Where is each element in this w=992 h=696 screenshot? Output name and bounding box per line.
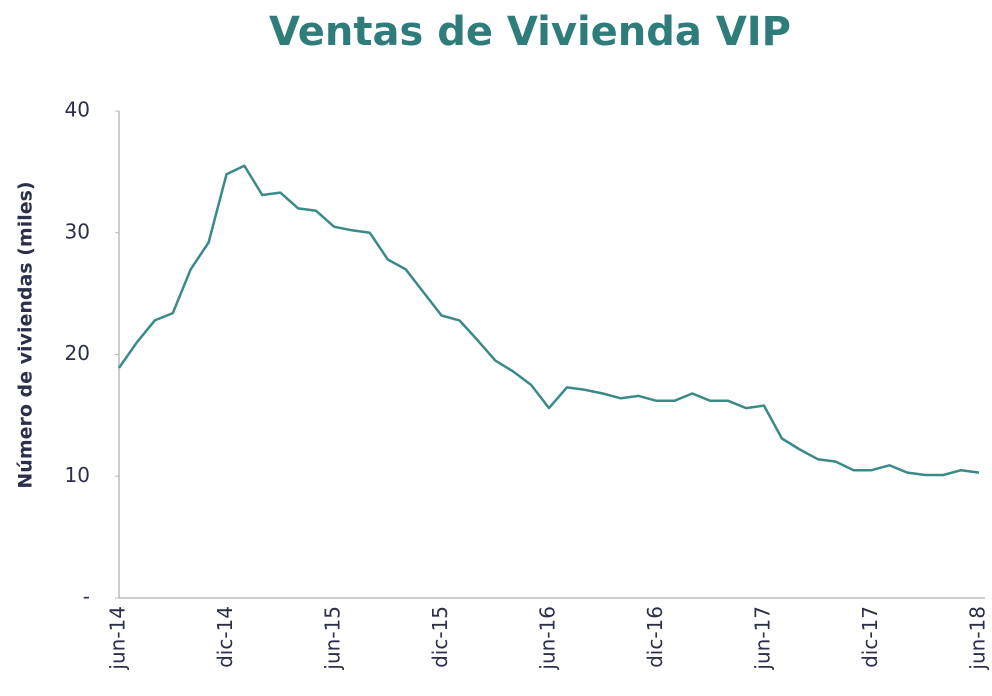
data-line (117, 164, 980, 477)
x-tick-label: dic-14 (213, 606, 237, 668)
x-tick-label: dic-16 (643, 606, 667, 668)
chart-title: Ventas de Vivienda VIP (269, 9, 791, 55)
x-tick-label: jun-16 (536, 606, 560, 671)
x-tick-label: dic-17 (858, 606, 882, 668)
x-tick-label: jun-15 (321, 606, 345, 671)
y-tick-label: - (83, 585, 90, 609)
x-tick-label: dic-15 (428, 606, 452, 668)
y-tick-label: 30 (65, 219, 90, 243)
y-tick-label: 10 (65, 463, 90, 487)
y-tick-label: 20 (65, 341, 90, 365)
y-tick-label: 40 (65, 98, 90, 122)
x-tick-label: jun-17 (751, 606, 775, 671)
x-tick-label: jun-14 (106, 606, 130, 671)
x-tick-label: jun-18 (966, 606, 990, 671)
y-axis-label: Número de viviendas (miles) (15, 181, 37, 488)
